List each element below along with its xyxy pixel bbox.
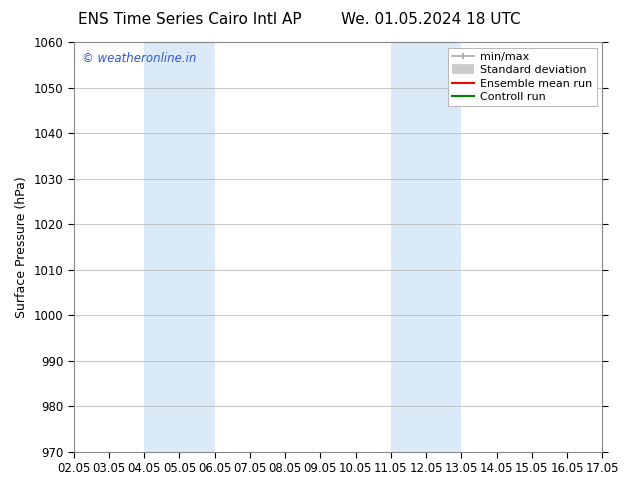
- Text: © weatheronline.in: © weatheronline.in: [82, 52, 196, 65]
- Bar: [391, 42, 462, 452]
- Y-axis label: Surface Pressure (hPa): Surface Pressure (hPa): [15, 176, 28, 318]
- Text: ENS Time Series Cairo Intl AP: ENS Time Series Cairo Intl AP: [79, 12, 302, 27]
- Legend: min/max, Standard deviation, Ensemble mean run, Controll run: min/max, Standard deviation, Ensemble me…: [448, 48, 597, 106]
- Bar: [144, 42, 215, 452]
- Text: We. 01.05.2024 18 UTC: We. 01.05.2024 18 UTC: [341, 12, 521, 27]
